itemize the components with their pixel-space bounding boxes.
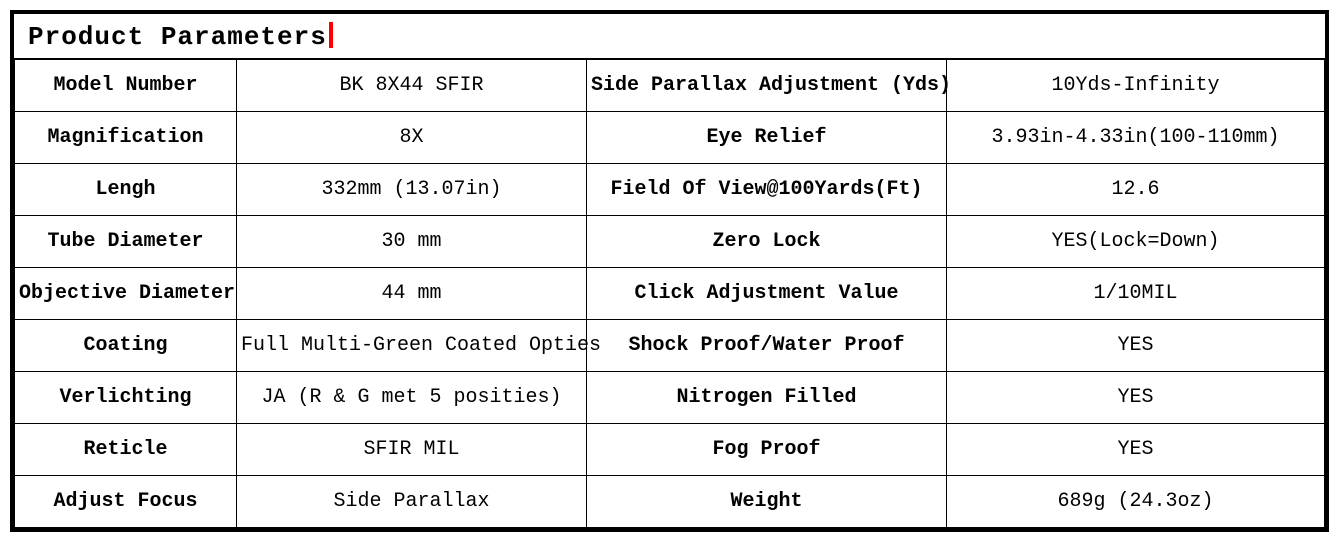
title-row: Product Parameters bbox=[14, 14, 1325, 59]
param-label: Side Parallax Adjustment (Yds) bbox=[587, 60, 947, 112]
param-value: YES bbox=[947, 424, 1325, 476]
param-label: Eye Relief bbox=[587, 112, 947, 164]
param-label: Click Adjustment Value bbox=[587, 268, 947, 320]
param-value: 3.93in-4.33in(100-110mm) bbox=[947, 112, 1325, 164]
param-value: 10Yds-Infinity bbox=[947, 60, 1325, 112]
param-value: 689g (24.3oz) bbox=[947, 476, 1325, 528]
param-value: YES bbox=[947, 372, 1325, 424]
param-label: Shock Proof/Water Proof bbox=[587, 320, 947, 372]
table-row: Reticle SFIR MIL Fog Proof YES bbox=[15, 424, 1325, 476]
param-value: YES bbox=[947, 320, 1325, 372]
param-value: 12.6 bbox=[947, 164, 1325, 216]
table-row: Adjust Focus Side Parallax Weight 689g (… bbox=[15, 476, 1325, 528]
table-row: Objective Diameter 44 mm Click Adjustmen… bbox=[15, 268, 1325, 320]
param-value: Full Multi-Green Coated Opties bbox=[237, 320, 587, 372]
param-label: Fog Proof bbox=[587, 424, 947, 476]
table-row: Magnification 8X Eye Relief 3.93in-4.33i… bbox=[15, 112, 1325, 164]
param-label: Model Number bbox=[15, 60, 237, 112]
table-row: Verlichting JA (R & G met 5 posities) Ni… bbox=[15, 372, 1325, 424]
param-value: BK 8X44 SFIR bbox=[237, 60, 587, 112]
param-label: Lengh bbox=[15, 164, 237, 216]
table-row: Model Number BK 8X44 SFIR Side Parallax … bbox=[15, 60, 1325, 112]
param-label: Adjust Focus bbox=[15, 476, 237, 528]
param-label: Field Of View@100Yards(Ft) bbox=[587, 164, 947, 216]
param-value: 8X bbox=[237, 112, 587, 164]
param-value: YES(Lock=Down) bbox=[947, 216, 1325, 268]
param-label: Zero Lock bbox=[587, 216, 947, 268]
param-value: JA (R & G met 5 posities) bbox=[237, 372, 587, 424]
param-label: Magnification bbox=[15, 112, 237, 164]
param-value: SFIR MIL bbox=[237, 424, 587, 476]
table-row: Lengh 332mm (13.07in) Field Of View@100Y… bbox=[15, 164, 1325, 216]
param-label: Objective Diameter bbox=[15, 268, 237, 320]
param-label: Weight bbox=[587, 476, 947, 528]
parameters-table-container: Product Parameters Model Number BK 8X44 … bbox=[10, 10, 1329, 532]
param-label: Verlichting bbox=[15, 372, 237, 424]
parameters-table: Model Number BK 8X44 SFIR Side Parallax … bbox=[14, 59, 1325, 528]
param-value: 30 mm bbox=[237, 216, 587, 268]
param-value: Side Parallax bbox=[237, 476, 587, 528]
param-label: Tube Diameter bbox=[15, 216, 237, 268]
param-value: 44 mm bbox=[237, 268, 587, 320]
param-label: Reticle bbox=[15, 424, 237, 476]
param-label: Coating bbox=[15, 320, 237, 372]
text-cursor-icon bbox=[329, 22, 333, 48]
param-label: Nitrogen Filled bbox=[587, 372, 947, 424]
table-row: Tube Diameter 30 mm Zero Lock YES(Lock=D… bbox=[15, 216, 1325, 268]
param-value: 332mm (13.07in) bbox=[237, 164, 587, 216]
param-value: 1/10MIL bbox=[947, 268, 1325, 320]
page-title: Product Parameters bbox=[28, 22, 327, 52]
table-row: Coating Full Multi-Green Coated Opties S… bbox=[15, 320, 1325, 372]
